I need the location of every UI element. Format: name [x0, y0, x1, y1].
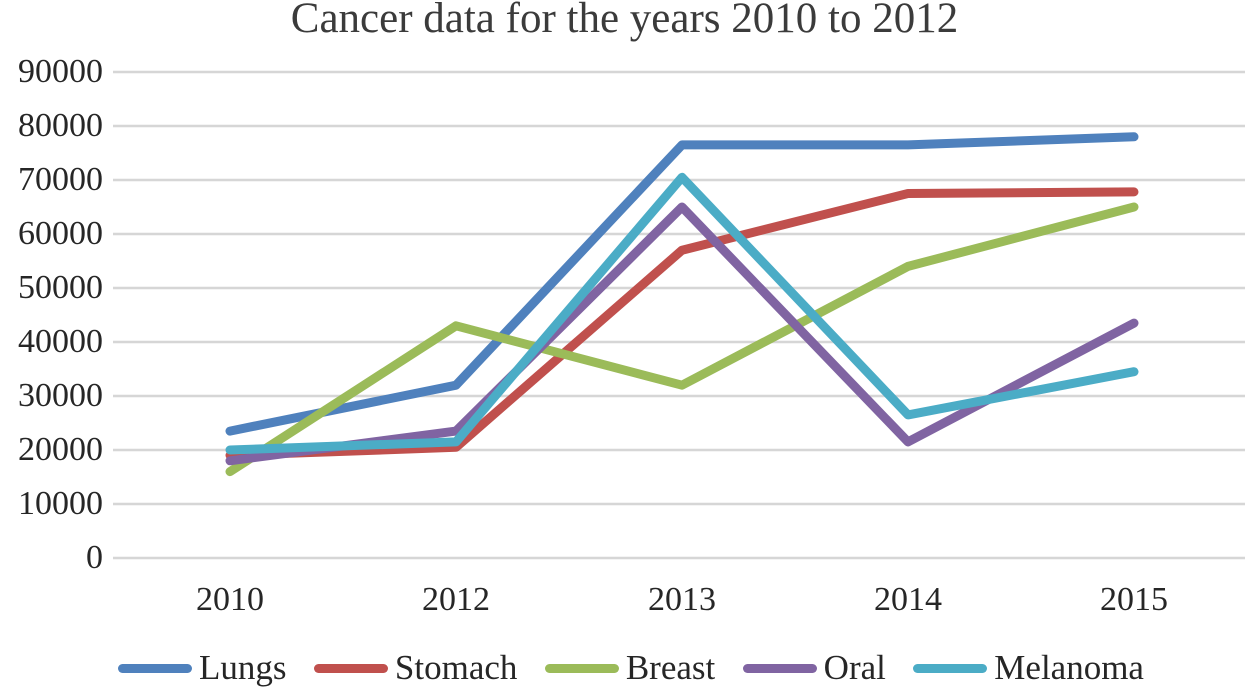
legend-line-marker-icon: [742, 663, 817, 673]
legend: Lungs Stomach Breast Oral Melanoma: [118, 647, 1144, 689]
legend-label: Lungs: [199, 648, 287, 687]
chart-title: Cancer data for the years 2010 to 2012: [290, 0, 959, 42]
x-tick-label: 2012: [422, 581, 490, 618]
y-tick-label: 10000: [18, 485, 103, 522]
y-tick-label: 20000: [18, 431, 103, 468]
legend-line-marker-icon: [118, 663, 192, 673]
legend-label: Stomach: [394, 648, 518, 687]
series-line-stomach: [225, 187, 1139, 460]
legend-line-marker-icon: [544, 663, 619, 673]
legend-label: Oral: [823, 648, 886, 687]
y-tick-label: 30000: [18, 377, 103, 414]
legend-label: Melanoma: [994, 648, 1144, 687]
series-line-lungs: [225, 132, 1139, 436]
legend-label: Breast: [625, 648, 716, 687]
y-tick-label: 90000: [18, 53, 103, 90]
x-tick-label: 2010: [196, 581, 264, 618]
legend-item-oral: Oral: [742, 648, 886, 687]
y-tick-label: 70000: [18, 161, 103, 198]
y-tick-label: 60000: [18, 215, 103, 252]
y-tick-label: 80000: [18, 107, 103, 144]
legend-item-melanoma: Melanoma: [913, 649, 1144, 687]
legend-item-breast: Breast: [544, 648, 716, 687]
y-tick-label: 40000: [18, 323, 103, 360]
legend-line-marker-icon: [313, 663, 388, 673]
x-tick-label: 2015: [1100, 581, 1168, 618]
series-line-melanoma: [225, 172, 1139, 455]
series-line-breast: [225, 202, 1139, 477]
y-tick-label: 0: [86, 539, 103, 576]
legend-item-stomach: Stomach: [313, 648, 518, 687]
x-tick-label: 2014: [874, 581, 942, 618]
y-tick-label: 50000: [18, 269, 103, 306]
legend-item-lungs: Lungs: [118, 649, 287, 687]
legend-line-marker-icon: [913, 663, 988, 673]
x-tick-label: 2013: [648, 581, 716, 618]
